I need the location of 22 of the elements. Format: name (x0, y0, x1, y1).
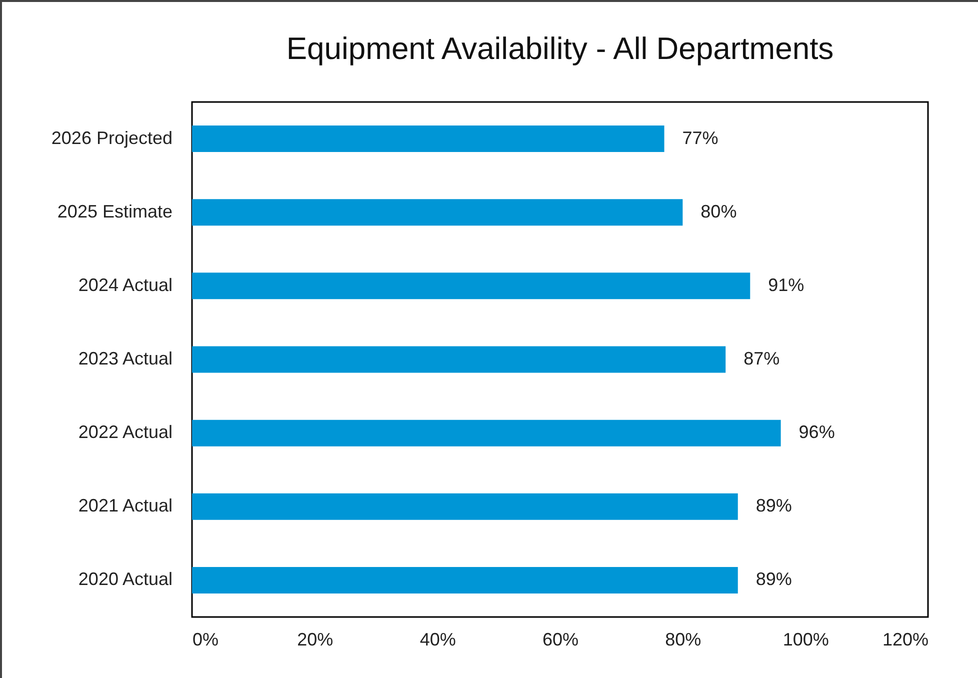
data-label: 89% (756, 569, 792, 590)
x-tick-label: 40% (420, 630, 456, 650)
data-label: 91% (768, 274, 804, 295)
x-tick-label: 20% (297, 630, 334, 650)
data-label: 87% (744, 348, 780, 368)
y-tick-label: 2020 Actual (78, 569, 172, 590)
data-label: 77% (682, 128, 718, 148)
data-label: 80% (700, 201, 737, 222)
data-label: 96% (798, 422, 835, 442)
y-tick-label: 2026 Projected (51, 128, 172, 148)
y-tick-label: 2021 Actual (78, 496, 172, 516)
y-tick-label: 2025 Estimate (57, 201, 172, 222)
x-tick-label: 120% (882, 630, 928, 650)
x-tick-label: 60% (542, 630, 579, 650)
data-label: 89% (756, 496, 792, 516)
y-tick-label: 2023 Actual (78, 348, 172, 368)
y-tick-label: 2022 Actual (78, 422, 172, 442)
x-tick-label: 0% (192, 630, 219, 650)
y-tick-label: 2024 Actual (78, 274, 172, 295)
x-tick-label: 80% (665, 630, 702, 650)
x-tick-label: 100% (782, 630, 829, 650)
chart-title: Equipment Availability - All Departments (286, 31, 834, 66)
